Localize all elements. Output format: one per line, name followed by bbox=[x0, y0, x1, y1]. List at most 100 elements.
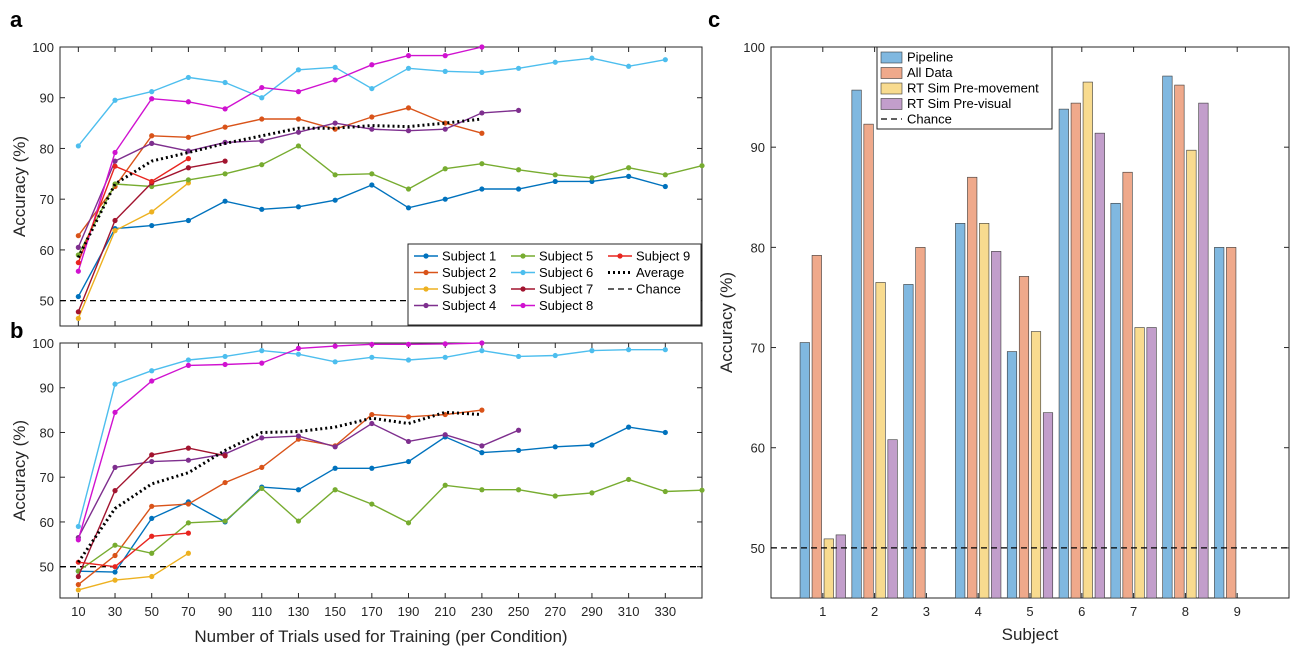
series-point-b-0 bbox=[589, 442, 595, 448]
panel-label-b: b bbox=[10, 318, 23, 343]
series-point-a-6 bbox=[112, 217, 118, 224]
ytick-label-c: 100 bbox=[743, 40, 765, 55]
series-point-b-0 bbox=[149, 515, 155, 521]
series-point-b-0 bbox=[552, 444, 558, 450]
legend-entry-c: RT Sim Pre-visual bbox=[907, 96, 1011, 111]
panel-b: 50 60 70 80 90 100 10 30 50 70 90 110 130 150 170 190 21… bbox=[10, 336, 705, 646]
xtick-label-c: 9 bbox=[1234, 604, 1241, 619]
series-point-a-3 bbox=[75, 244, 81, 250]
series-point-a-7 bbox=[295, 89, 302, 95]
panel-label-a: a bbox=[10, 7, 23, 32]
series-point-a-7 bbox=[369, 62, 375, 68]
series-point-b-4 bbox=[259, 485, 265, 491]
series-point-a-2 bbox=[75, 315, 81, 321]
legend-swatch-marker bbox=[423, 286, 429, 292]
legend-swatch-c bbox=[880, 82, 903, 95]
series-point-a-1 bbox=[479, 130, 485, 136]
legend-swatch-c bbox=[880, 51, 903, 64]
series-point-b-2 bbox=[185, 550, 191, 556]
series-point-a-5 bbox=[626, 63, 632, 69]
series-point-b-3 bbox=[259, 435, 265, 441]
series-point-a-0 bbox=[75, 293, 81, 300]
series-point-a-3 bbox=[515, 107, 522, 114]
series-point-b-8 bbox=[112, 564, 118, 570]
series-point-b-7 bbox=[295, 345, 302, 351]
bar-rt-sim-pre-movement bbox=[1082, 81, 1093, 599]
series-point-a-0 bbox=[149, 222, 155, 229]
series-point-a-3 bbox=[405, 128, 412, 134]
bar-rt-sim-pre-visual bbox=[1094, 132, 1105, 599]
series-point-b-1 bbox=[75, 581, 81, 588]
series-point-b-2 bbox=[149, 573, 155, 580]
series-point-a-7 bbox=[112, 149, 118, 156]
series-line-b-1 bbox=[77, 409, 483, 586]
series-point-b-7 bbox=[369, 341, 375, 347]
xtick-label-b: 130 bbox=[288, 604, 310, 619]
series-point-a-4 bbox=[552, 172, 558, 178]
series-point-a-5 bbox=[662, 57, 668, 63]
legend-swatch-marker bbox=[617, 253, 623, 259]
legend-box-a bbox=[407, 243, 702, 326]
series-point-b-4 bbox=[222, 518, 228, 524]
series-point-a-0 bbox=[405, 205, 412, 211]
series-point-b-6 bbox=[222, 453, 228, 459]
xtick-label-b: 170 bbox=[361, 604, 383, 619]
series-point-b-5 bbox=[369, 354, 375, 360]
xtick-label-c: 8 bbox=[1182, 604, 1189, 619]
series-point-b-2 bbox=[112, 577, 118, 583]
bar-all-data bbox=[811, 255, 822, 599]
series-point-a-5 bbox=[405, 65, 412, 71]
bar-all-data bbox=[863, 123, 874, 599]
series-point-b-4 bbox=[552, 493, 558, 499]
series-point-b-4 bbox=[662, 488, 668, 495]
series-point-b-5 bbox=[515, 353, 522, 360]
legend-entry-c: Pipeline bbox=[907, 50, 953, 65]
series-point-b-4 bbox=[112, 542, 118, 548]
series-line-a-7 bbox=[77, 46, 483, 272]
series-point-b-8 bbox=[149, 533, 155, 539]
legend-entry-a: Subject 6 bbox=[539, 265, 593, 280]
series-point-b-0 bbox=[626, 424, 632, 430]
series-point-a-0 bbox=[332, 197, 338, 203]
ytick-label-b: 80 bbox=[40, 425, 54, 440]
series-point-a-3 bbox=[479, 110, 485, 116]
bar-rt-sim-pre-visual bbox=[1042, 412, 1054, 599]
xtick-label-b: 150 bbox=[324, 604, 346, 619]
series-point-a-4 bbox=[369, 171, 375, 177]
bar-rt-sim-pre-movement bbox=[1030, 331, 1042, 599]
series-point-a-0 bbox=[369, 182, 375, 188]
bar-pipeline bbox=[1162, 75, 1173, 599]
ytick-label-a: 70 bbox=[40, 192, 54, 207]
legend-box-c bbox=[876, 46, 1053, 130]
series-point-b-0 bbox=[369, 465, 375, 471]
bar-rt-sim-pre-movement bbox=[1134, 327, 1145, 599]
bar-all-data bbox=[967, 176, 978, 599]
series-point-b-1 bbox=[369, 411, 375, 418]
series-point-b-1 bbox=[259, 464, 265, 470]
series-point-b-5 bbox=[222, 353, 228, 360]
series-point-b-5 bbox=[662, 347, 668, 353]
series-point-a-7 bbox=[185, 99, 191, 105]
series-line-b-2 bbox=[77, 552, 190, 591]
series-point-b-5 bbox=[259, 348, 265, 354]
bar-all-data bbox=[1018, 276, 1030, 599]
legend-entry-c: RT Sim Pre-movement bbox=[907, 81, 1039, 96]
series-point-b-3 bbox=[149, 458, 155, 465]
bar-pipeline bbox=[903, 284, 914, 599]
series-point-a-4 bbox=[222, 171, 228, 177]
series-line-b-9 bbox=[77, 410, 482, 564]
plot-frame-c bbox=[770, 46, 1290, 599]
series-point-a-1 bbox=[259, 116, 265, 122]
series-point-a-5 bbox=[185, 74, 191, 81]
series-point-a-2 bbox=[149, 209, 155, 215]
xlabel-b: Number of Trials used for Training (per … bbox=[194, 627, 567, 646]
series-line-a-8 bbox=[77, 157, 190, 264]
series-point-b-1 bbox=[479, 407, 485, 413]
xtick-label-c: 7 bbox=[1130, 604, 1137, 619]
bar-rt-sim-pre-visual bbox=[835, 534, 846, 599]
series-point-a-8 bbox=[149, 178, 155, 185]
series-line-b-4 bbox=[77, 478, 703, 572]
series-point-b-4 bbox=[405, 520, 412, 526]
bar-rt-sim-pre-movement bbox=[823, 538, 834, 599]
